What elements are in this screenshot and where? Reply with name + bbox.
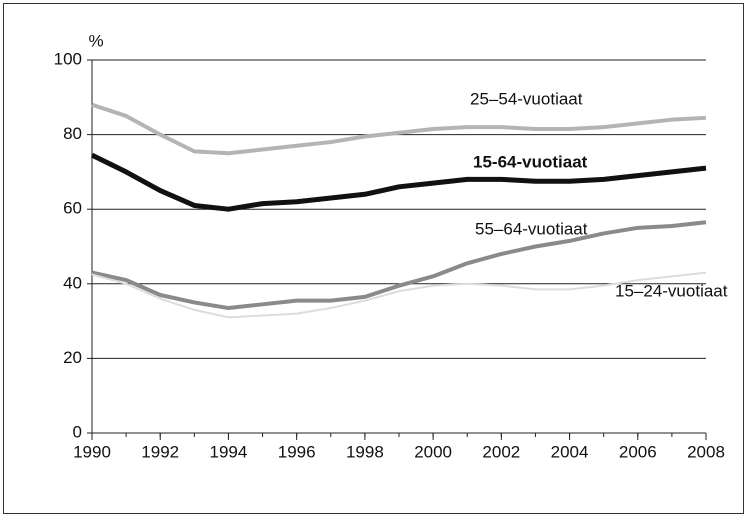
x-tick-label: 1994 [210, 442, 248, 461]
y-tick-label: 100 [54, 49, 82, 68]
series-line [91, 271, 707, 319]
y-tick-label: 40 [63, 273, 82, 292]
x-tick-label: 1996 [278, 442, 316, 461]
x-tick-label: 2006 [619, 442, 657, 461]
y-tick-label: 80 [63, 124, 82, 143]
frame [3, 3, 744, 514]
y-tick-label: 60 [63, 199, 82, 218]
series-label: 15-64-vuotiaat [473, 152, 588, 171]
x-tick-label: 2004 [551, 442, 589, 461]
x-tick-label: 2008 [687, 442, 725, 461]
x-tick-label: 2002 [482, 442, 520, 461]
series-line [91, 220, 707, 311]
y-axis-label: % [88, 31, 103, 50]
x-tick-label: 1992 [141, 442, 179, 461]
series-label: 55–64-vuotiaat [475, 219, 588, 238]
y-tick-label: 20 [63, 348, 82, 367]
x-tick-label: 1998 [346, 442, 384, 461]
x-tick-label: 2000 [414, 442, 452, 461]
x-tick-label: 1990 [73, 442, 111, 461]
y-tick-label: 0 [73, 422, 82, 441]
series-line [91, 102, 707, 156]
series-label: 15–24-vuotiaat [615, 281, 728, 300]
series-line [90, 152, 707, 212]
series-label: 25–54-vuotiaat [470, 89, 583, 108]
